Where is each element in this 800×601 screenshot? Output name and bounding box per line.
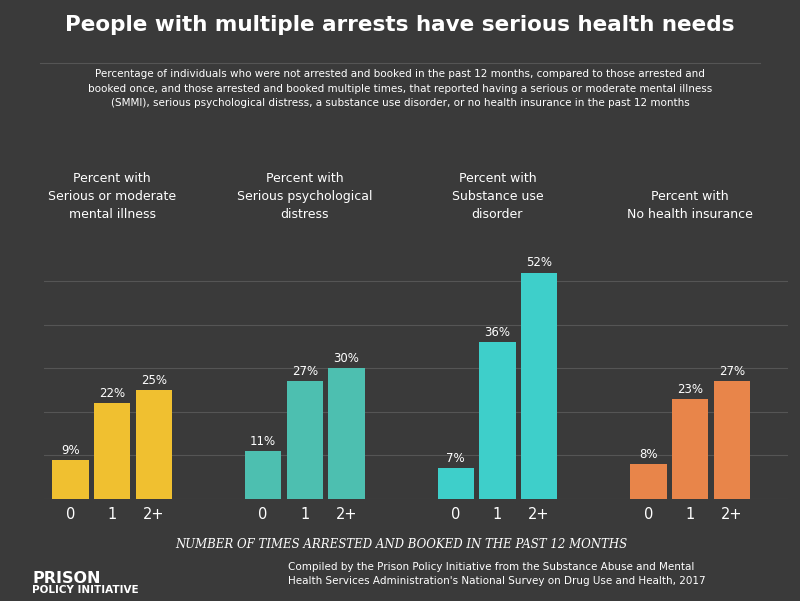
Text: Percent with
Serious or moderate
mental illness: Percent with Serious or moderate mental … [48,172,176,221]
Bar [438,468,474,499]
Text: 8%: 8% [639,448,658,461]
Text: Percent with
Serious psychological
distress: Percent with Serious psychological distr… [237,172,373,221]
Text: 11%: 11% [250,435,276,448]
Bar [52,460,89,499]
Text: 27%: 27% [292,365,318,378]
Bar [714,381,750,499]
Bar [328,368,365,499]
Text: 52%: 52% [526,257,552,269]
Bar [286,381,323,499]
Text: NUMBER OF TIMES ARRESTED AND BOOKED IN THE PAST 12 MONTHS: NUMBER OF TIMES ARRESTED AND BOOKED IN T… [175,538,627,551]
Bar [94,403,130,499]
Bar [521,272,558,499]
Bar [136,390,172,499]
Bar [245,451,282,499]
Text: 30%: 30% [334,352,359,365]
Text: Compiled by the Prison Policy Initiative from the Substance Abuse and Mental
Hea: Compiled by the Prison Policy Initiative… [288,562,706,586]
Text: 23%: 23% [677,383,703,395]
Text: PRISON: PRISON [32,571,101,586]
Text: 9%: 9% [61,444,80,457]
Bar [630,464,666,499]
Bar [672,398,708,499]
Text: Percentage of individuals who were not arrested and booked in the past 12 months: Percentage of individuals who were not a… [88,69,712,108]
Text: 27%: 27% [718,365,745,378]
Text: 7%: 7% [446,453,465,465]
Text: Percent with
No health insurance: Percent with No health insurance [627,190,753,221]
Text: 25%: 25% [141,374,167,387]
Text: POLICY INITIATIVE: POLICY INITIATIVE [32,585,138,595]
Text: People with multiple arrests have serious health needs: People with multiple arrests have seriou… [66,15,734,35]
Text: 36%: 36% [485,326,510,339]
Text: Percent with
Substance use
disorder: Percent with Substance use disorder [452,172,543,221]
Text: 22%: 22% [99,387,126,400]
Bar [479,342,516,499]
